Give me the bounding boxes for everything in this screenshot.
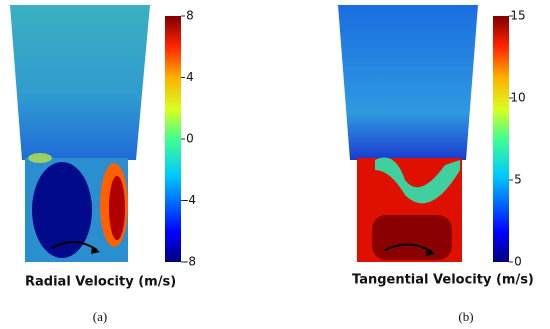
colorbar: [165, 16, 181, 262]
tick-label: -4: [184, 193, 196, 207]
tick-label: 8: [186, 9, 194, 23]
tick-label: 5: [514, 173, 522, 187]
caption: (a): [93, 309, 107, 324]
colorbar-label: Radial Velocity (m/s): [25, 275, 176, 290]
radial-contour: [10, 5, 150, 262]
caption: (b): [458, 309, 473, 324]
tick-label: 15: [510, 9, 525, 23]
tick-label: -8: [184, 255, 196, 269]
tick-label: 4: [186, 70, 194, 84]
tick-label: 0: [186, 132, 194, 146]
colorbar-label: Tangential Velocity (m/s): [352, 273, 534, 288]
tick-label: 10: [510, 91, 525, 105]
tangential-contour: [338, 5, 478, 262]
tick-label: 0: [514, 255, 522, 269]
colorbar: [493, 16, 509, 262]
